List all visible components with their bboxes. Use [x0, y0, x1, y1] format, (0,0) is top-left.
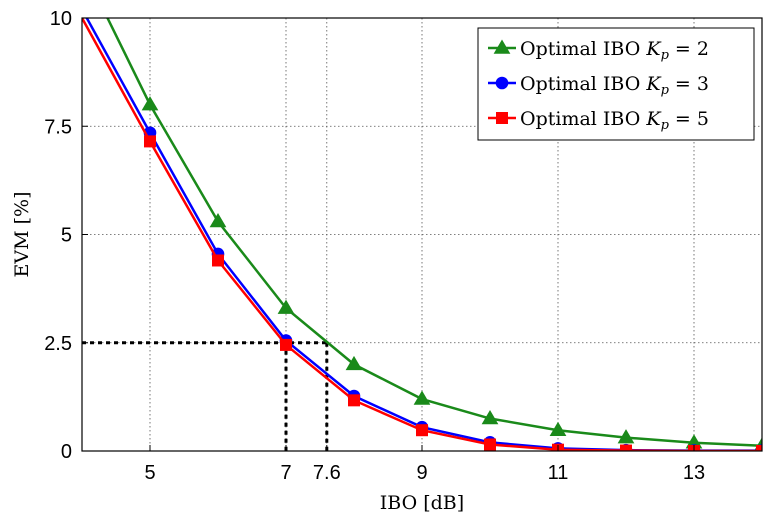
legend-item: Optimal IBO Kp = 3 [488, 73, 709, 98]
y-tick-label: 5 [61, 225, 72, 247]
data-point [413, 390, 431, 405]
y-tick-label: 10 [50, 8, 72, 30]
y-tick-label: 0 [61, 441, 72, 463]
data-point [144, 135, 156, 148]
legend-marker [496, 112, 508, 124]
x-tick-label: 11 [548, 462, 569, 484]
data-point [277, 299, 295, 314]
data-point [345, 355, 363, 371]
reference-lines [82, 341, 329, 451]
legend-marker [493, 39, 511, 54]
data-point [756, 445, 762, 451]
legend-item: Optimal IBO Kp = 2 [488, 38, 709, 63]
x-axis-title: IBO [dB] [380, 492, 464, 514]
x-tick-label: 5 [144, 462, 155, 484]
x-tick-label: 7 [280, 462, 291, 484]
x-tick-label: 7.6 [313, 462, 341, 484]
data-point [481, 410, 499, 425]
data-point [209, 213, 227, 228]
data-point [484, 438, 496, 451]
data-point [212, 254, 224, 267]
x-tick-label: 13 [683, 462, 705, 484]
axis-ticks: 5 7 7.6 9 11 13 0 2.5 5 7.5 10 [44, 8, 705, 484]
data-point [416, 424, 428, 437]
data-point [549, 421, 567, 436]
y-tick-label: 2.5 [44, 333, 72, 355]
x-tick-label: 9 [416, 462, 427, 484]
y-tick-label: 7.5 [44, 116, 72, 138]
data-point [280, 338, 292, 351]
legend: Optimal IBO Kp = 2 Optimal IBO Kp = 3 Opti… [477, 27, 755, 141]
legend-item: Optimal IBO Kp = 5 [488, 108, 709, 133]
data-point [348, 394, 360, 407]
legend-box [477, 27, 755, 141]
data-point [141, 96, 159, 111]
legend-label: Optimal IBO Kp = 5 [520, 108, 709, 133]
legend-label: Optimal IBO Kp = 2 [520, 38, 709, 63]
series-1 [106, 18, 762, 451]
legend-label: Optimal IBO Kp = 3 [520, 73, 709, 98]
data-point [617, 429, 635, 444]
legend-marker [495, 76, 509, 90]
y-axis-title: EVM [%] [11, 192, 33, 278]
